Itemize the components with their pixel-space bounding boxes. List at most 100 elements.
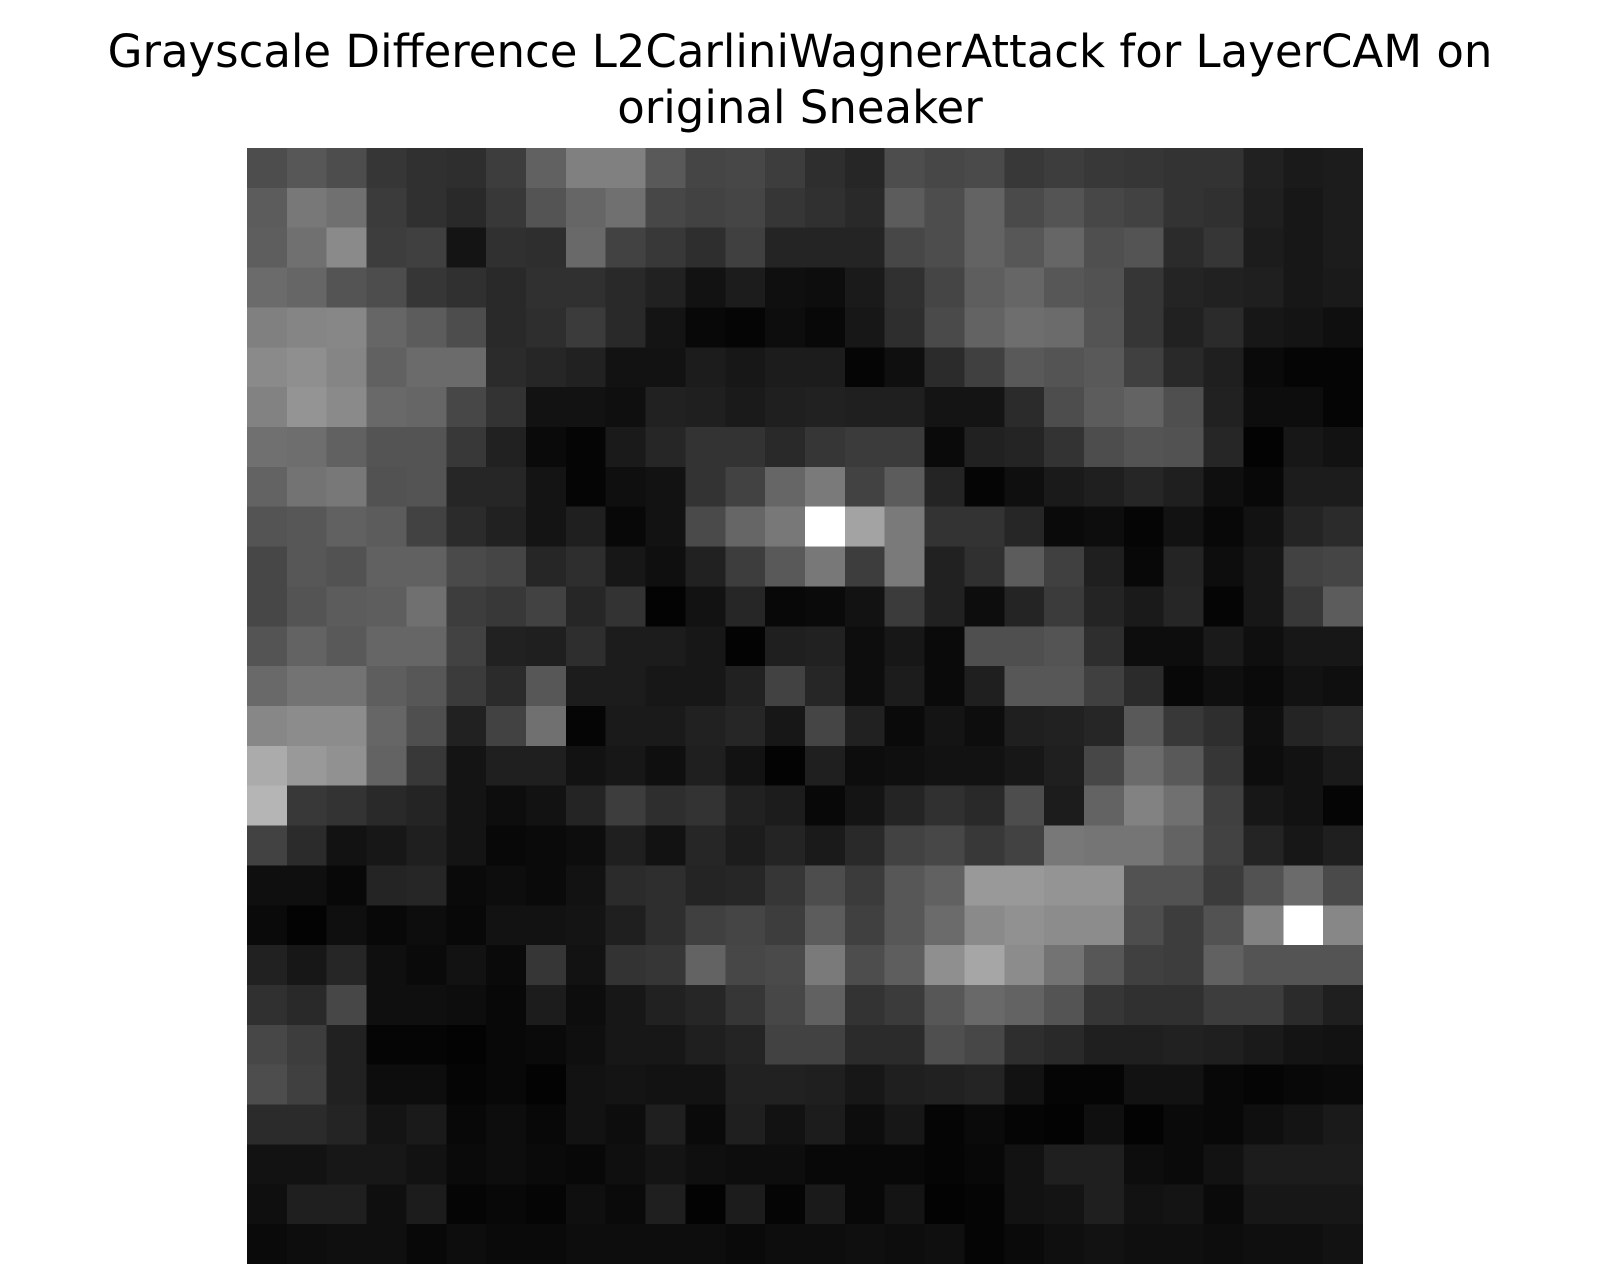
heatmap-cell-r8-c11 [685, 466, 726, 508]
heatmap-cell-r24-c13 [765, 1104, 806, 1146]
heatmap-cell-r0-c25 [1243, 148, 1284, 189]
heatmap-cell-r15-c20 [1044, 745, 1085, 787]
heatmap-cell-r16-c8 [565, 785, 607, 827]
heatmap-cell-r27-c22 [1123, 1224, 1165, 1264]
heatmap-cell-r8-c6 [486, 466, 527, 508]
heatmap-cell-r18-c25 [1243, 865, 1284, 906]
heatmap-cell-r22-c15 [844, 1024, 886, 1066]
heatmap-cell-r27-c15 [844, 1224, 886, 1264]
heatmap-cell-r20-c13 [765, 945, 806, 986]
heatmap-cell-r15-c14 [805, 745, 846, 787]
heatmap-cell-r8-c16 [884, 466, 926, 508]
heatmap-cell-r21-c13 [765, 985, 806, 1026]
heatmap-cell-r11-c24 [1203, 586, 1245, 627]
heatmap-cell-r26-c25 [1243, 1184, 1284, 1225]
heatmap-cell-r17-c13 [765, 825, 806, 867]
heatmap-cell-r8-c8 [565, 466, 607, 508]
heatmap-cell-r12-c27 [1323, 626, 1363, 667]
heatmap-cell-r19-c26 [1283, 905, 1324, 946]
heatmap-cell-r20-c1 [286, 945, 328, 986]
heatmap-cell-r16-c16 [884, 785, 926, 827]
heatmap-cell-r22-c18 [964, 1024, 1005, 1066]
heatmap-cell-r16-c21 [1084, 785, 1125, 827]
heatmap-cell-r19-c3 [366, 905, 408, 946]
heatmap-cell-r19-c17 [924, 905, 966, 946]
heatmap-cell-r7-c5 [446, 427, 487, 468]
heatmap-cell-r17-c20 [1044, 825, 1085, 867]
heatmap-cell-r19-c15 [844, 905, 886, 946]
heatmap-cell-r18-c22 [1123, 865, 1165, 906]
heatmap-cell-r1-c16 [884, 187, 926, 229]
heatmap-cell-r3-c7 [526, 267, 567, 309]
heatmap-cell-r2-c8 [565, 227, 607, 269]
heatmap-cell-r25-c5 [446, 1144, 487, 1185]
heatmap-cell-r16-c9 [605, 785, 647, 827]
heatmap-cell-r4-c23 [1163, 307, 1205, 348]
heatmap-cell-r12-c8 [565, 626, 607, 667]
heatmap-cell-r14-c7 [526, 706, 567, 747]
heatmap-cell-r25-c27 [1323, 1144, 1363, 1185]
heatmap-cell-r15-c22 [1123, 745, 1165, 787]
heatmap-cell-r13-c23 [1163, 666, 1205, 707]
heatmap-cell-r3-c13 [765, 267, 806, 309]
heatmap-cell-r17-c5 [446, 825, 487, 867]
heatmap-cell-r24-c16 [884, 1104, 926, 1146]
heatmap-cell-r6-c16 [884, 387, 926, 428]
heatmap-cell-r27-c4 [406, 1224, 447, 1264]
heatmap-cell-r17-c25 [1243, 825, 1284, 867]
heatmap-cell-r11-c20 [1044, 586, 1085, 627]
heatmap-cell-r9-c10 [645, 506, 687, 548]
heatmap-cell-r25-c13 [765, 1144, 806, 1185]
heatmap-cell-r2-c27 [1323, 227, 1363, 269]
heatmap-cell-r5-c5 [446, 347, 487, 388]
heatmap-cell-r7-c22 [1123, 427, 1165, 468]
heatmap-cell-r22-c25 [1243, 1024, 1284, 1066]
heatmap-cell-r13-c26 [1283, 666, 1324, 707]
heatmap-cell-r26-c7 [526, 1184, 567, 1225]
heatmap-cell-r21-c8 [565, 985, 607, 1026]
heatmap-cell-r1-c2 [326, 187, 368, 229]
heatmap-cell-r11-c14 [805, 586, 846, 627]
heatmap-cell-r7-c14 [805, 427, 846, 468]
heatmap-cell-r26-c20 [1044, 1184, 1085, 1225]
heatmap-cell-r0-c7 [526, 148, 567, 189]
heatmap-cell-r6-c26 [1283, 387, 1324, 428]
heatmap-cell-r7-c12 [725, 427, 766, 468]
heatmap-cell-r26-c16 [884, 1184, 926, 1225]
heatmap-cell-r22-c24 [1203, 1024, 1245, 1066]
heatmap-cell-r17-c15 [844, 825, 886, 867]
heatmap-cell-r25-c15 [844, 1144, 886, 1185]
heatmap-cell-r22-c0 [247, 1024, 288, 1066]
heatmap-cell-r3-c23 [1163, 267, 1205, 309]
heatmap-cell-r4-c16 [884, 307, 926, 348]
heatmap-cell-r6-c12 [725, 387, 766, 428]
heatmap-cell-r9-c11 [685, 506, 726, 548]
heatmap-cell-r2-c12 [725, 227, 766, 269]
heatmap-cell-r4-c0 [247, 307, 288, 348]
heatmap-cell-r10-c19 [1004, 546, 1045, 588]
heatmap-cell-r24-c20 [1044, 1104, 1085, 1146]
heatmap-cell-r27-c10 [645, 1224, 687, 1264]
heatmap-cell-r20-c10 [645, 945, 687, 986]
heatmap-cell-r0-c1 [286, 148, 328, 189]
heatmap-cell-r1-c11 [685, 187, 726, 229]
heatmap-cell-r12-c23 [1163, 626, 1205, 667]
heatmap-cell-r14-c9 [605, 706, 647, 747]
heatmap-cell-r17-c1 [286, 825, 328, 867]
heatmap-cell-r16-c19 [1004, 785, 1045, 827]
heatmap-cell-r22-c12 [725, 1024, 766, 1066]
heatmap-cell-r8-c15 [844, 466, 886, 508]
heatmap-cell-r9-c27 [1323, 506, 1363, 548]
heatmap-cell-r8-c7 [526, 466, 567, 508]
heatmap-cell-r24-c0 [247, 1104, 288, 1146]
heatmap-cell-r8-c14 [805, 466, 846, 508]
heatmap-cell-r1-c22 [1123, 187, 1165, 229]
heatmap-cell-r8-c25 [1243, 466, 1284, 508]
heatmap-cell-r0-c5 [446, 148, 487, 189]
heatmap-cell-r21-c27 [1323, 985, 1363, 1026]
heatmap-cell-r2-c11 [685, 227, 726, 269]
heatmap-cell-r8-c2 [326, 466, 368, 508]
heatmap-cell-r14-c4 [406, 706, 447, 747]
heatmap-cell-r22-c10 [645, 1024, 687, 1066]
heatmap-cell-r7-c19 [1004, 427, 1045, 468]
